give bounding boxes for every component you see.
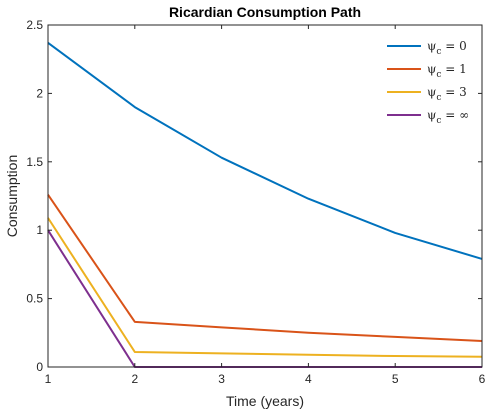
plot-background	[48, 25, 482, 367]
legend: ψc = 0 ψc = 1 ψc = 3 ψc = ∞	[387, 39, 469, 126]
x-tick-label: 1	[45, 372, 52, 386]
series-line-2	[47, 217, 483, 358]
legend-label-1: ψc = 1	[427, 62, 467, 80]
legend-label-0: ψc = 0	[427, 39, 467, 57]
axis-ticks: 1 2 3 4 5 6 0 0.5 1 1.5 2 2.5	[26, 18, 485, 386]
y-tick-label: 2	[36, 86, 43, 100]
legend-label-2: ψc = 3	[427, 85, 467, 103]
x-tick-label: 2	[131, 372, 138, 386]
x-tick-label: 5	[392, 372, 399, 386]
y-axis-label: Consumption	[4, 155, 20, 238]
y-tick-label: 1	[36, 223, 43, 237]
y-tick-label: 1.5	[26, 155, 43, 169]
plot-frame	[47, 24, 483, 368]
series-line-0	[47, 41, 483, 260]
x-axis-label: Time (years)	[226, 393, 304, 409]
x-tick-label: 3	[218, 372, 225, 386]
y-tick-label: 0.5	[26, 292, 43, 306]
legend-label-3: ψc = ∞	[427, 108, 469, 126]
series-line-1	[47, 194, 483, 343]
chart-title: Ricardian Consumption Path	[169, 4, 361, 20]
x-tick-label: 4	[305, 372, 312, 386]
y-tick-label: 0	[36, 360, 43, 374]
y-tick-label: 2.5	[26, 18, 43, 32]
x-tick-label: 6	[479, 372, 486, 386]
